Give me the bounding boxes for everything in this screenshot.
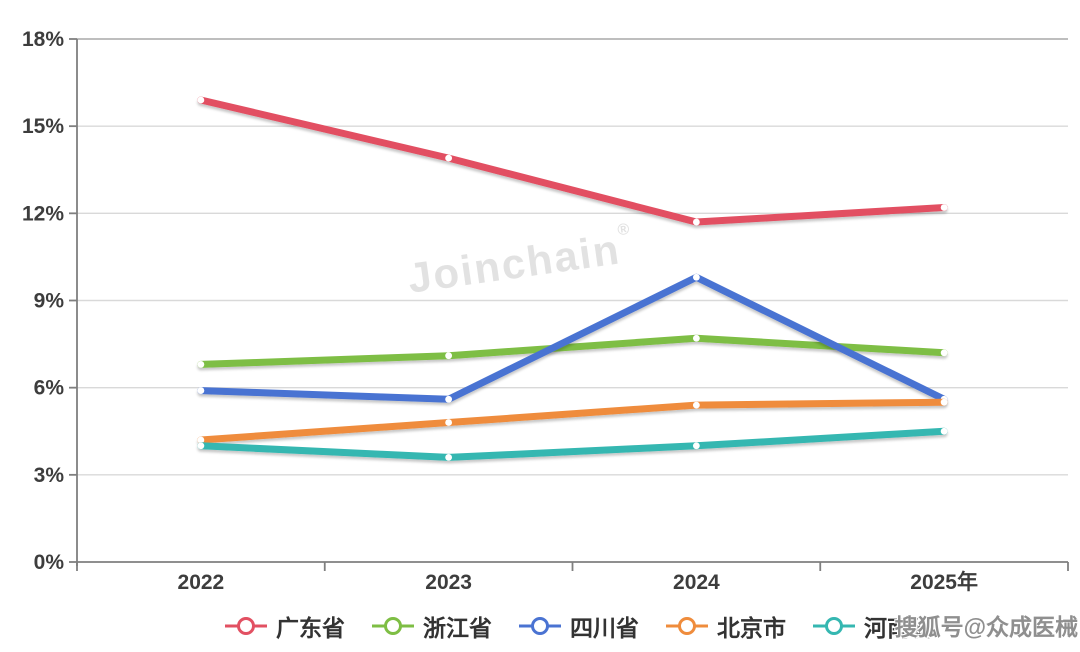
- axis-label-layer: 0% 3% 6% 9% 12% 15% 18% 2022 2023 2024 2025年: [22, 28, 978, 594]
- data-point-marker: [197, 436, 205, 444]
- data-point-marker: [445, 419, 453, 426]
- series-layer: [197, 96, 948, 461]
- axis-layer: [69, 38, 1069, 571]
- legend-label: 广东省: [276, 615, 345, 641]
- data-point-marker: [940, 349, 948, 357]
- data-point-marker: [940, 398, 948, 406]
- series-line-四川省: [197, 273, 948, 403]
- data-point-marker: [692, 273, 700, 281]
- registered-trademark-icon: ®: [616, 220, 633, 240]
- x-tick-label: 2025年: [910, 570, 978, 594]
- legend-label: 北京市: [717, 615, 786, 641]
- y-tick-label: 6%: [34, 377, 65, 400]
- series-line-浙江省: [197, 334, 948, 368]
- legend-label: 四川省: [570, 615, 639, 641]
- x-tick-label: 2023: [425, 571, 472, 594]
- legend-item-广东省[interactable]: 广东省: [224, 609, 345, 643]
- data-point-marker: [197, 442, 205, 450]
- legend-label: 河南省: [864, 615, 933, 641]
- y-tick-label: 9%: [34, 290, 65, 313]
- y-tick-label: 15%: [22, 115, 64, 138]
- data-point-marker: [445, 395, 453, 403]
- series-line-北京市: [197, 398, 948, 444]
- legend-line-circle-icon: [666, 617, 708, 635]
- data-point-marker: [940, 427, 948, 435]
- x-tick-label: 2024: [673, 571, 720, 594]
- y-tick-label: 0%: [34, 551, 65, 574]
- data-point-marker: [197, 96, 205, 104]
- series-line-广东省: [197, 96, 948, 226]
- legend-item-浙江省[interactable]: 浙江省: [371, 609, 492, 643]
- series-line-河南省: [197, 427, 948, 461]
- data-point-marker: [445, 154, 453, 162]
- data-point-marker: [692, 218, 700, 226]
- legend-label: 浙江省: [423, 615, 492, 641]
- data-point-marker: [197, 361, 205, 368]
- y-tick-label: 3%: [34, 464, 65, 487]
- data-point-marker: [940, 204, 948, 211]
- legend-line-circle-icon: [813, 617, 855, 635]
- x-tick-label: 2022: [178, 571, 225, 594]
- data-point-marker: [692, 401, 700, 409]
- data-point-marker: [445, 454, 453, 461]
- legend-item-河南省[interactable]: 河南省: [812, 609, 933, 643]
- legend-line-circle-icon: [225, 617, 267, 635]
- y-tick-label: 18%: [22, 28, 64, 51]
- data-point-marker: [692, 334, 700, 342]
- grid-layer: [77, 38, 1068, 563]
- y-tick-label: 12%: [22, 202, 64, 225]
- data-point-marker: [445, 352, 453, 360]
- legend-line-circle-icon: [519, 617, 561, 635]
- data-point-marker: [692, 442, 700, 450]
- chart-legend: 广东省 浙江省 四川省 北京市 河南省: [77, 604, 1080, 648]
- legend-item-北京市[interactable]: 北京市: [665, 609, 786, 643]
- legend-line-circle-icon: [372, 617, 414, 635]
- data-point-marker: [197, 387, 205, 394]
- legend-item-四川省[interactable]: 四川省: [518, 609, 639, 643]
- sohu-watermark: 搜狐号@众成医械: [894, 614, 1078, 640]
